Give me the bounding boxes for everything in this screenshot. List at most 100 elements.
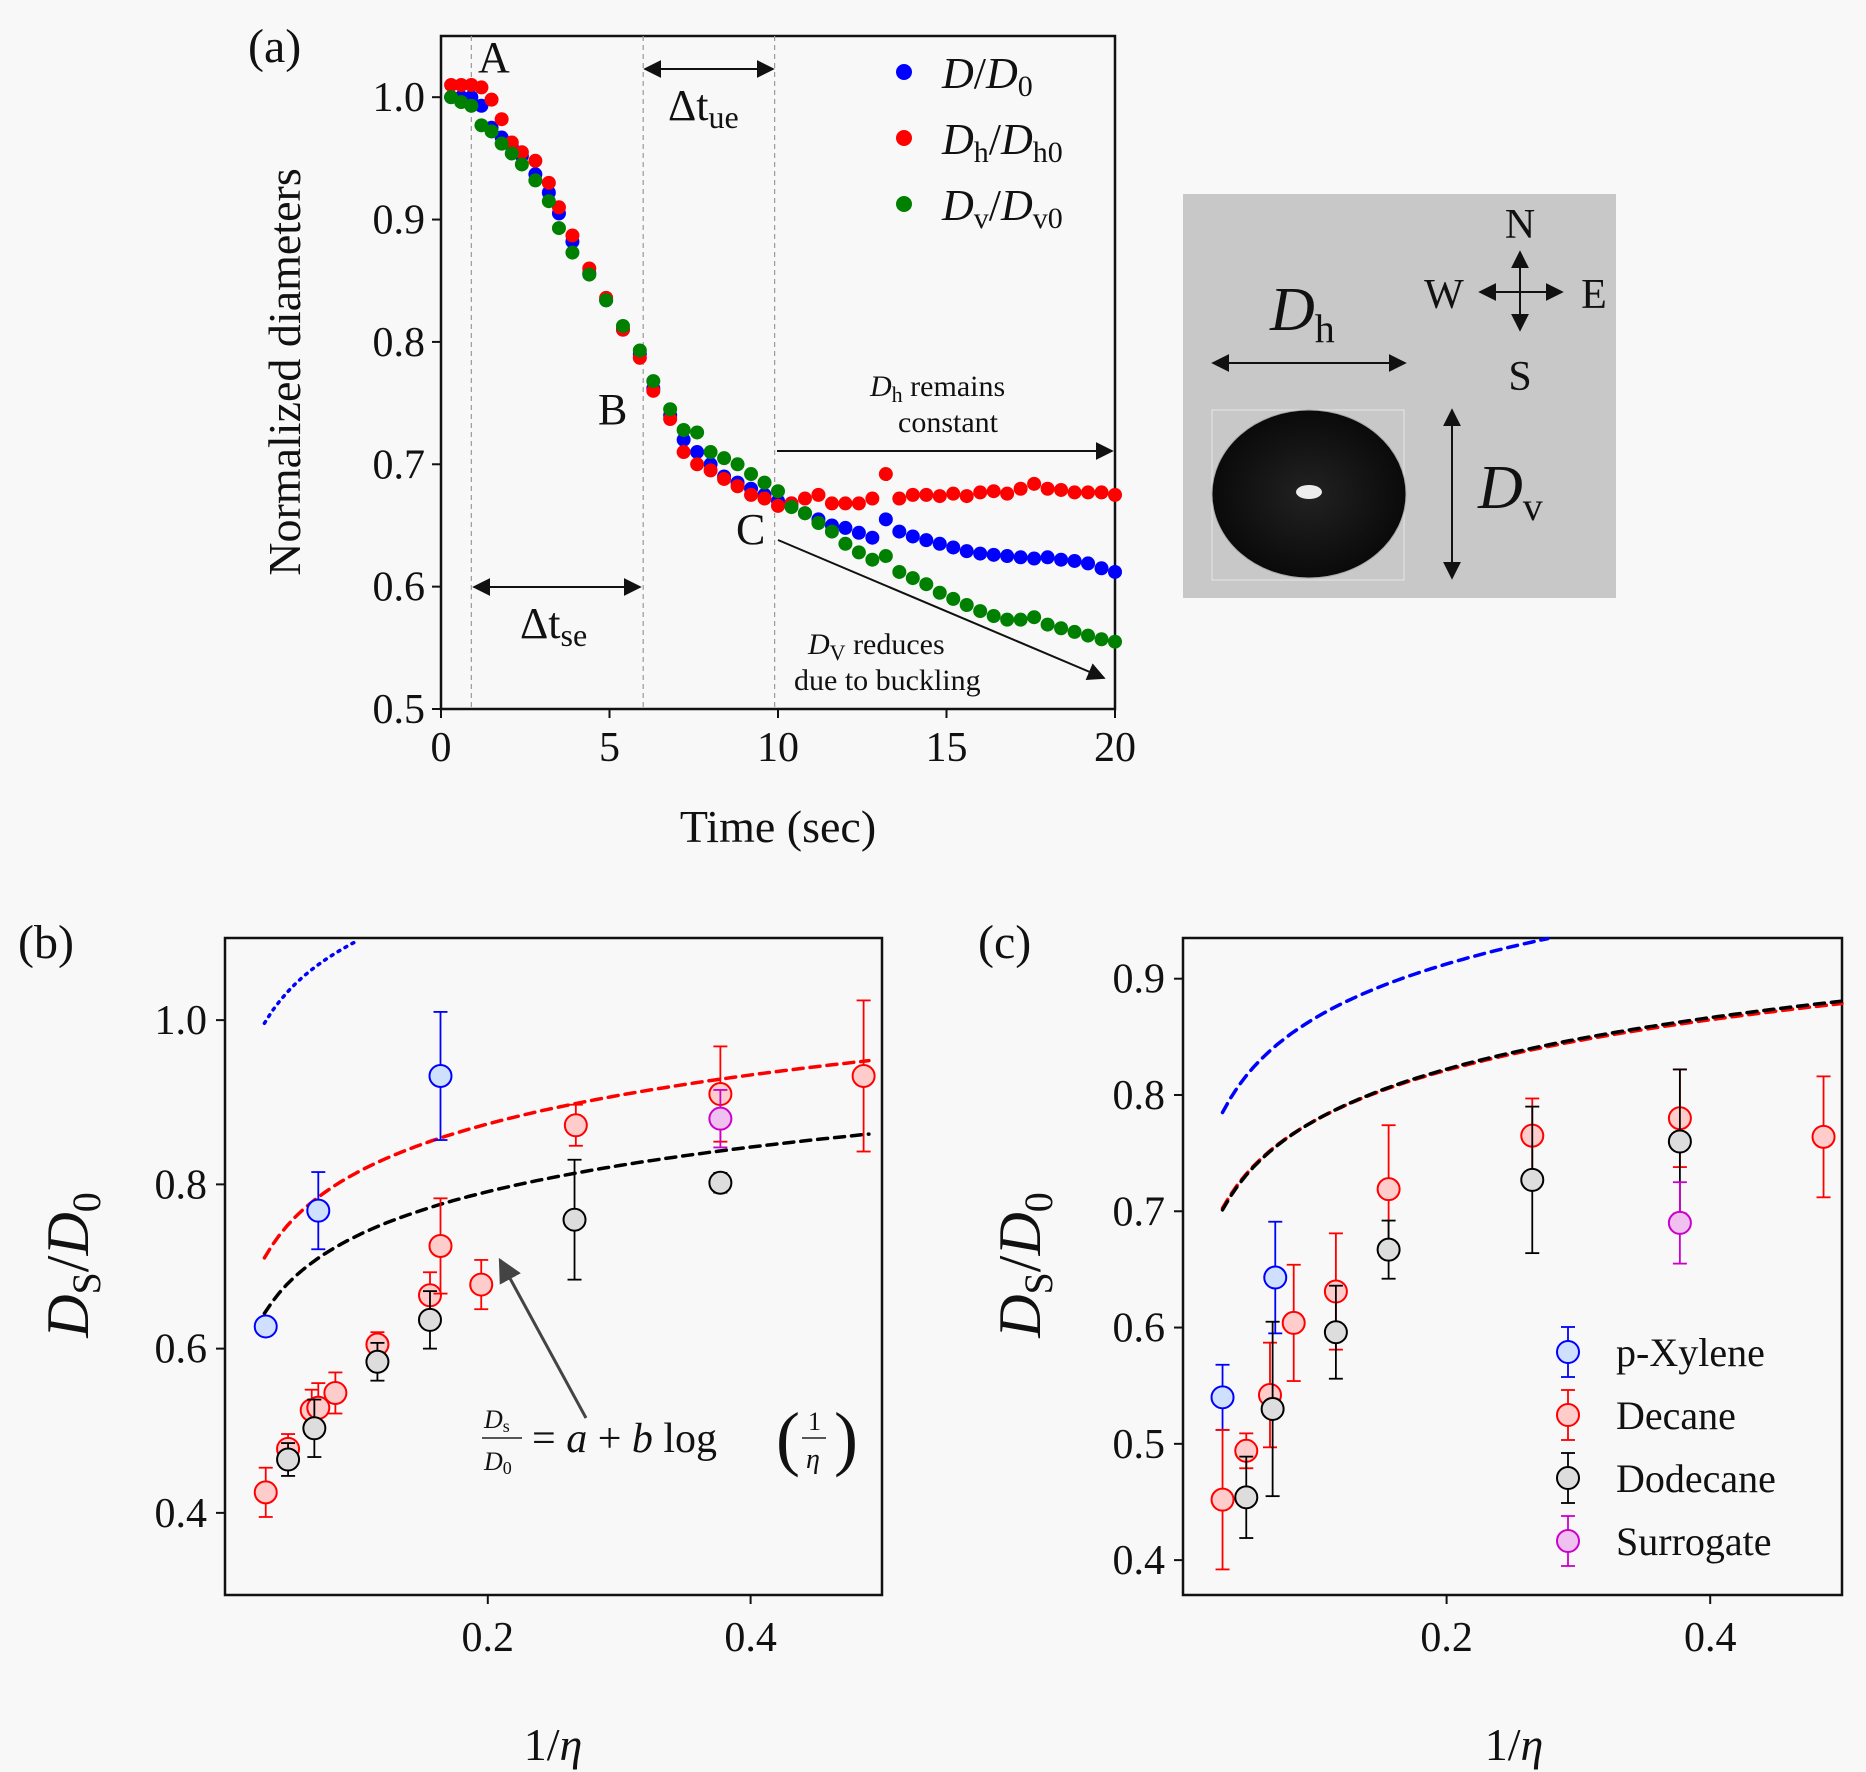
data-point-surrogate bbox=[708, 1106, 733, 1131]
panel-a-point-dh bbox=[528, 153, 543, 168]
panel-a-point-dh bbox=[474, 80, 489, 95]
data-point-decane bbox=[469, 1272, 494, 1297]
panel-b-points bbox=[253, 999, 876, 1518]
panel-a-point-d bbox=[1108, 564, 1122, 579]
panel-a-point-dv bbox=[744, 467, 759, 482]
panel-a-point-dh bbox=[541, 175, 556, 190]
panel-a-ticks: 0 5 10 15 20 0.5 0.6 0.7 0.8 0.9 1.0 bbox=[373, 75, 1137, 771]
dt-ue-label: Δtue bbox=[668, 81, 739, 135]
legend-label-surrogate: Surrogate bbox=[1616, 1519, 1772, 1564]
data-point-decane bbox=[851, 1063, 876, 1088]
panel-a-points bbox=[444, 77, 1122, 649]
panel-a-point-dh bbox=[865, 491, 880, 506]
panel-a-point-dh bbox=[771, 498, 785, 513]
panel-a-point-d bbox=[838, 520, 853, 535]
panel-a-point-dh bbox=[744, 487, 759, 502]
panel-a-point-dv bbox=[703, 445, 718, 460]
legend-marker bbox=[896, 130, 912, 146]
dh-annotation-line1: Dh remains bbox=[869, 370, 1005, 407]
panel-a-point-dv bbox=[1013, 612, 1028, 627]
legend-marker bbox=[1556, 1340, 1580, 1364]
xtick-label: 0.2 bbox=[1420, 1615, 1473, 1661]
panel-a-point-d bbox=[676, 432, 691, 447]
panel-a-point-d bbox=[690, 445, 705, 460]
xtick-label: 0.4 bbox=[724, 1615, 777, 1661]
panel-a-point-d bbox=[1081, 556, 1096, 571]
panel-a-point-d bbox=[959, 544, 974, 559]
panel-a-point-dv bbox=[905, 571, 920, 586]
panel-a-point-dh bbox=[824, 496, 839, 511]
compass-n: N bbox=[1505, 202, 1535, 248]
ytick-label: 0.6 bbox=[1113, 1306, 1166, 1352]
data-point-dodecane bbox=[302, 1416, 327, 1441]
svg-text:1: 1 bbox=[808, 1407, 821, 1436]
panel-a-point-dh bbox=[646, 383, 661, 398]
legend-label-p-xylene: p-Xylene bbox=[1616, 1330, 1765, 1375]
panel-a-point-dh bbox=[676, 445, 691, 460]
svg-text:= a + b log: = a + b log bbox=[532, 1416, 717, 1462]
panel-b-ticks: 0.2 0.4 0.4 0.6 0.8 1.0 bbox=[155, 998, 777, 1661]
panel-c-ylabel: DS/D0 bbox=[987, 1192, 1061, 1339]
data-point-decane bbox=[253, 1480, 278, 1505]
data-point-dodecane bbox=[1520, 1167, 1545, 1192]
panel-a-point-d bbox=[905, 529, 920, 544]
panel-a-point-dh bbox=[986, 484, 1001, 499]
panel-a-point-d bbox=[1027, 551, 1042, 566]
panel-a-point-dv bbox=[676, 423, 691, 438]
fit-curve bbox=[262, 939, 359, 1026]
legend-marker bbox=[896, 196, 912, 212]
ytick-label: 0.4 bbox=[1113, 1538, 1166, 1584]
panel-a-xtick-label: 15 bbox=[926, 725, 968, 771]
panel-a-point-dv bbox=[514, 157, 529, 172]
ytick-label: 0.8 bbox=[1113, 1073, 1166, 1119]
panel-a-point-dv bbox=[865, 552, 880, 567]
ytick-label: 0.7 bbox=[1113, 1189, 1166, 1235]
panel-a-point-d bbox=[865, 530, 880, 545]
panel-c-fits bbox=[1220, 936, 1844, 1212]
panel-c-frame bbox=[1181, 936, 1844, 1597]
panel-a-point-dh bbox=[1054, 482, 1069, 497]
panel-a-phase-lines bbox=[470, 36, 776, 709]
data-point-p-xylene bbox=[1263, 1265, 1288, 1290]
panel-a-point-d bbox=[892, 524, 907, 539]
panel-a-point-dv bbox=[494, 136, 509, 151]
data-point-dodecane bbox=[276, 1447, 301, 1472]
svg-text:η: η bbox=[806, 1444, 820, 1475]
panel-a-point-d bbox=[986, 547, 1001, 562]
ytick-label: 0.5 bbox=[1113, 1422, 1166, 1468]
panel-c-xlabel: 1/η bbox=[1485, 1719, 1544, 1770]
panel-a-point-dv bbox=[565, 245, 580, 260]
panel-a-point-dv bbox=[1067, 624, 1082, 639]
panel-a: (a) 0 5 10 15 20 0.5 0.6 0.7 0.8 0.9 1.0 Time (sec… bbox=[248, 20, 1136, 852]
panel-b-label: (b) bbox=[18, 916, 74, 969]
data-point-dodecane bbox=[1260, 1396, 1285, 1421]
fit-curve bbox=[1220, 936, 1550, 1115]
panel-c-label: (c) bbox=[978, 916, 1031, 969]
legend-label-decane: Decane bbox=[1616, 1393, 1736, 1438]
data-point-surrogate bbox=[1667, 1210, 1692, 1235]
panel-a-point-dv bbox=[771, 484, 785, 499]
compass-s: S bbox=[1508, 354, 1531, 400]
fit-curve bbox=[1220, 999, 1844, 1212]
panel-a-point-dv bbox=[1040, 617, 1055, 632]
panel-a-point-dv bbox=[1081, 628, 1096, 643]
panel-a-point-dh bbox=[1108, 487, 1122, 502]
dv-reduces-arrow bbox=[777, 539, 1106, 680]
panel-a-point-d bbox=[1054, 552, 1069, 567]
panel-a-point-d bbox=[932, 536, 947, 551]
dv-annotation-line2: due to buckling bbox=[794, 664, 981, 697]
panel-a-point-dv bbox=[541, 194, 556, 209]
panel-a-point-dh bbox=[1027, 476, 1042, 491]
panel-c-ticks: 0.2 0.4 0.4 0.5 0.6 0.7 0.8 0.9 bbox=[1113, 957, 1737, 1661]
panel-a-point-dv bbox=[474, 118, 489, 133]
dh-annotation-line2: constant bbox=[898, 406, 999, 439]
xtick-label: 0.2 bbox=[462, 1615, 515, 1661]
fit-curve bbox=[262, 1132, 871, 1316]
point-a-label: A bbox=[478, 33, 510, 82]
panel-a-point-d bbox=[851, 525, 866, 540]
panel-a-point-dv bbox=[646, 374, 661, 389]
panel-a-point-dh bbox=[919, 487, 934, 502]
panel-a-point-dh bbox=[1081, 485, 1096, 500]
panel-a-point-dh bbox=[1067, 485, 1082, 500]
